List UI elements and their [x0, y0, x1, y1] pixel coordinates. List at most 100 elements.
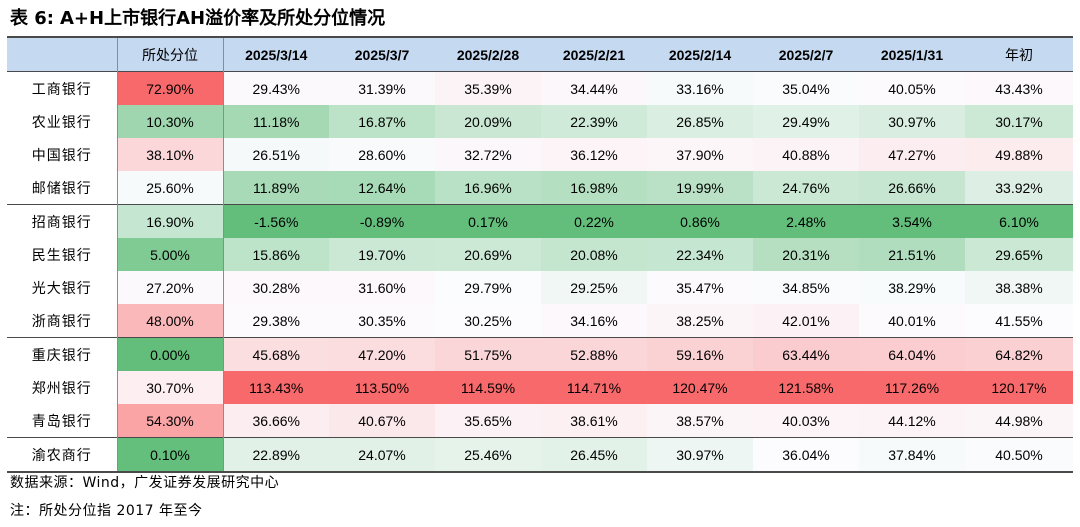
table-body: 工商银行 72.90% 29.43% 31.39% 35.39% 34.44% 33.16%… — [7, 71, 1073, 473]
premium-cell: 121.58% — [753, 371, 859, 404]
premium-cell: 31.60% — [329, 271, 435, 304]
premium-cell: 11.18% — [223, 105, 329, 138]
premium-cell: 114.71% — [541, 371, 647, 404]
premium-cell: 120.17% — [965, 371, 1073, 404]
source-note: 数据来源：Wind，广发证券发展研究中心 — [10, 475, 280, 491]
premium-cell: 52.88% — [541, 337, 647, 371]
premium-cell: 40.67% — [329, 404, 435, 438]
premium-cell: 44.98% — [965, 404, 1073, 438]
header-cell-date: 2025/3/7 — [354, 46, 410, 63]
bank-name-cell: 中国银行 — [7, 138, 118, 171]
premium-cell: 29.65% — [965, 238, 1073, 271]
premium-cell: 30.97% — [859, 105, 965, 138]
premium-cell: 64.82% — [965, 337, 1073, 371]
premium-cell: 20.31% — [753, 238, 859, 271]
percentile-cell: 27.20% — [117, 271, 224, 304]
table-title: 表 6: A+H上市银行AH溢价率及所处分位情况 — [10, 4, 385, 34]
percentile-cell: 0.00% — [117, 337, 224, 371]
premium-cell: 20.08% — [541, 238, 647, 271]
premium-cell: 21.51% — [859, 238, 965, 271]
premium-cell: -1.56% — [223, 204, 329, 238]
premium-cell: 29.79% — [435, 271, 541, 304]
premium-cell: 34.16% — [541, 304, 647, 338]
premium-cell: 16.87% — [329, 105, 435, 138]
premium-cell: 120.47% — [647, 371, 753, 404]
header-cell-date: 2025/2/21 — [562, 46, 626, 63]
premium-cell: 36.12% — [541, 138, 647, 171]
premium-cell: 32.72% — [435, 138, 541, 171]
premium-cell: 6.10% — [965, 204, 1073, 238]
premium-cell: 20.09% — [435, 105, 541, 138]
header-cell-percentile: 所处分位 — [117, 37, 224, 72]
premium-cell: 19.99% — [647, 171, 753, 205]
table-row: 郑州银行 30.70% 113.43% 113.50% 114.59% 114.71% 12… — [7, 371, 1073, 404]
premium-cell: 26.51% — [223, 138, 329, 171]
table-row: 光大银行 27.20% 30.28% 31.60% 29.79% 29.25% 35.47%… — [7, 271, 1073, 304]
premium-cell: 0.22% — [541, 204, 647, 238]
premium-cell: 34.44% — [541, 71, 647, 105]
premium-cell: 59.16% — [647, 337, 753, 371]
premium-cell: 30.17% — [965, 105, 1073, 138]
bank-name-cell: 青岛银行 — [7, 404, 118, 438]
premium-cell: 30.25% — [435, 304, 541, 338]
premium-cell: 29.38% — [223, 304, 329, 338]
table-row: 渝农商行 0.10% 22.89% 24.07% 25.46% 26.45% 30.97% 3… — [7, 437, 1073, 473]
header-cell-year-start: 年初 — [1005, 47, 1033, 64]
bank-name-cell: 重庆银行 — [7, 337, 118, 371]
premium-cell: 44.12% — [859, 404, 965, 438]
premium-cell: 49.88% — [965, 138, 1073, 171]
header-cell-bank — [7, 37, 118, 72]
bank-name-cell: 农业银行 — [7, 105, 118, 138]
premium-cell: 24.76% — [753, 171, 859, 205]
percentile-cell: 54.30% — [117, 404, 224, 438]
table-row: 工商银行 72.90% 29.43% 31.39% 35.39% 34.44% 33.16%… — [7, 71, 1073, 105]
premium-cell: 25.46% — [435, 437, 541, 473]
premium-cell: 16.96% — [435, 171, 541, 205]
premium-cell: 12.64% — [329, 171, 435, 205]
premium-cell: 113.43% — [223, 371, 329, 404]
bank-name-cell: 郑州银行 — [7, 371, 118, 404]
table-header-row: 所处分位 2025/3/14 2025/3/7 2025/2/28 2025/2… — [7, 37, 1073, 72]
premium-cell: 26.85% — [647, 105, 753, 138]
table-row: 中国银行 38.10% 26.51% 28.60% 32.72% 36.12% 37.90%… — [7, 138, 1073, 171]
premium-cell: 63.44% — [753, 337, 859, 371]
percentile-cell: 0.10% — [117, 437, 224, 473]
premium-cell: 35.47% — [647, 271, 753, 304]
premium-cell: 114.59% — [435, 371, 541, 404]
premium-cell: 30.35% — [329, 304, 435, 338]
premium-cell: 45.68% — [223, 337, 329, 371]
table-caption: A+H上市银行AH溢价率及所处分位情况 — [60, 8, 386, 29]
premium-cell: 11.89% — [223, 171, 329, 205]
table-row: 青岛银行 54.30% 36.66% 40.67% 35.65% 38.61% 38.57%… — [7, 404, 1073, 438]
premium-cell: 28.60% — [329, 138, 435, 171]
premium-cell: 36.04% — [753, 437, 859, 473]
premium-cell: 0.17% — [435, 204, 541, 238]
bank-name-cell: 浙商银行 — [7, 304, 118, 338]
table-row: 民生银行 5.00% 15.86% 19.70% 20.69% 20.08% 22.34% 2… — [7, 238, 1073, 271]
premium-cell: 29.49% — [753, 105, 859, 138]
premium-cell: 117.26% — [859, 371, 965, 404]
premium-cell: 30.97% — [647, 437, 753, 473]
premium-cell: 38.38% — [965, 271, 1073, 304]
premium-cell: 43.43% — [965, 71, 1073, 105]
header-cell-date: 2025/2/7 — [778, 46, 834, 63]
premium-cell: 22.34% — [647, 238, 753, 271]
premium-cell: 26.66% — [859, 171, 965, 205]
premium-cell: 35.39% — [435, 71, 541, 105]
premium-cell: 2.48% — [753, 204, 859, 238]
table-number: 表 6: — [10, 8, 54, 29]
bank-name-cell: 邮储银行 — [7, 171, 118, 205]
premium-cell: 35.65% — [435, 404, 541, 438]
percentile-cell: 25.60% — [117, 171, 224, 205]
premium-cell: 40.50% — [965, 437, 1073, 473]
premium-cell: 36.66% — [223, 404, 329, 438]
bank-name-cell: 招商银行 — [7, 204, 118, 238]
percentile-note: 注：所处分位指 2017 年至今 — [10, 503, 203, 519]
premium-cell: 40.03% — [753, 404, 859, 438]
premium-cell: 15.86% — [223, 238, 329, 271]
premium-cell: 34.85% — [753, 271, 859, 304]
premium-cell: 38.29% — [859, 271, 965, 304]
premium-cell: 51.75% — [435, 337, 541, 371]
percentile-cell: 30.70% — [117, 371, 224, 404]
header-cell-date: 2025/2/14 — [668, 46, 732, 63]
